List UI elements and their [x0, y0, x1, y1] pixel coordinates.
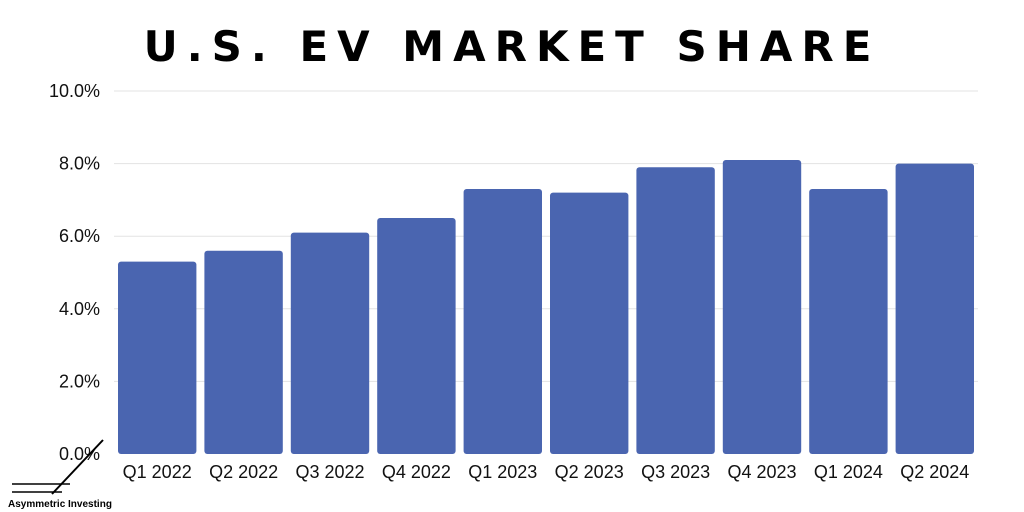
bar-q1-2023	[463, 189, 542, 454]
brand-name: Asymmetric Investing	[8, 499, 112, 510]
bar-q2-2022	[204, 250, 283, 454]
x-category-label: Q4 2023	[727, 462, 796, 482]
x-category-label: Q2 2022	[209, 462, 278, 482]
x-category-label: Q3 2022	[295, 462, 364, 482]
x-category-label: Q4 2022	[382, 462, 451, 482]
y-tick-label: 8.0%	[59, 154, 100, 174]
x-category-label: Q1 2022	[123, 462, 192, 482]
bar-q4-2023	[722, 159, 802, 454]
bars	[118, 159, 974, 455]
bar-q3-2022	[290, 232, 370, 454]
bar-q2-2023	[550, 192, 629, 454]
bar-q4-2022	[377, 218, 456, 454]
x-category-label: Q1 2024	[814, 462, 883, 482]
y-tick-label: 10.0%	[49, 81, 100, 101]
x-category-label: Q1 2023	[468, 462, 537, 482]
x-category-label: Q3 2023	[641, 462, 710, 482]
y-tick-label: 0.0%	[59, 444, 100, 464]
asymmetric-investing-logo-icon	[12, 439, 104, 495]
chart-title: U.S. EV MARKET SHARE	[143, 22, 881, 71]
bar-q2-2024	[895, 163, 974, 454]
x-category-label: Q2 2023	[555, 462, 624, 482]
x-axis-category-labels: Q1 2022 Q2 2022 Q3 2022 Q4 2022 Q1 2023 Q2 20…	[123, 462, 970, 482]
x-category-label: Q2 2024	[900, 462, 969, 482]
bar-q1-2022	[118, 261, 197, 454]
y-tick-label: 6.0%	[59, 226, 100, 246]
y-tick-label: 4.0%	[59, 299, 100, 319]
bar-q1-2024	[809, 189, 888, 454]
y-axis-tick-labels: 0.0% 2.0% 4.0% 6.0% 8.0% 10.0%	[49, 81, 100, 464]
bar-q3-2023	[636, 167, 715, 455]
y-tick-label: 2.0%	[59, 371, 100, 391]
